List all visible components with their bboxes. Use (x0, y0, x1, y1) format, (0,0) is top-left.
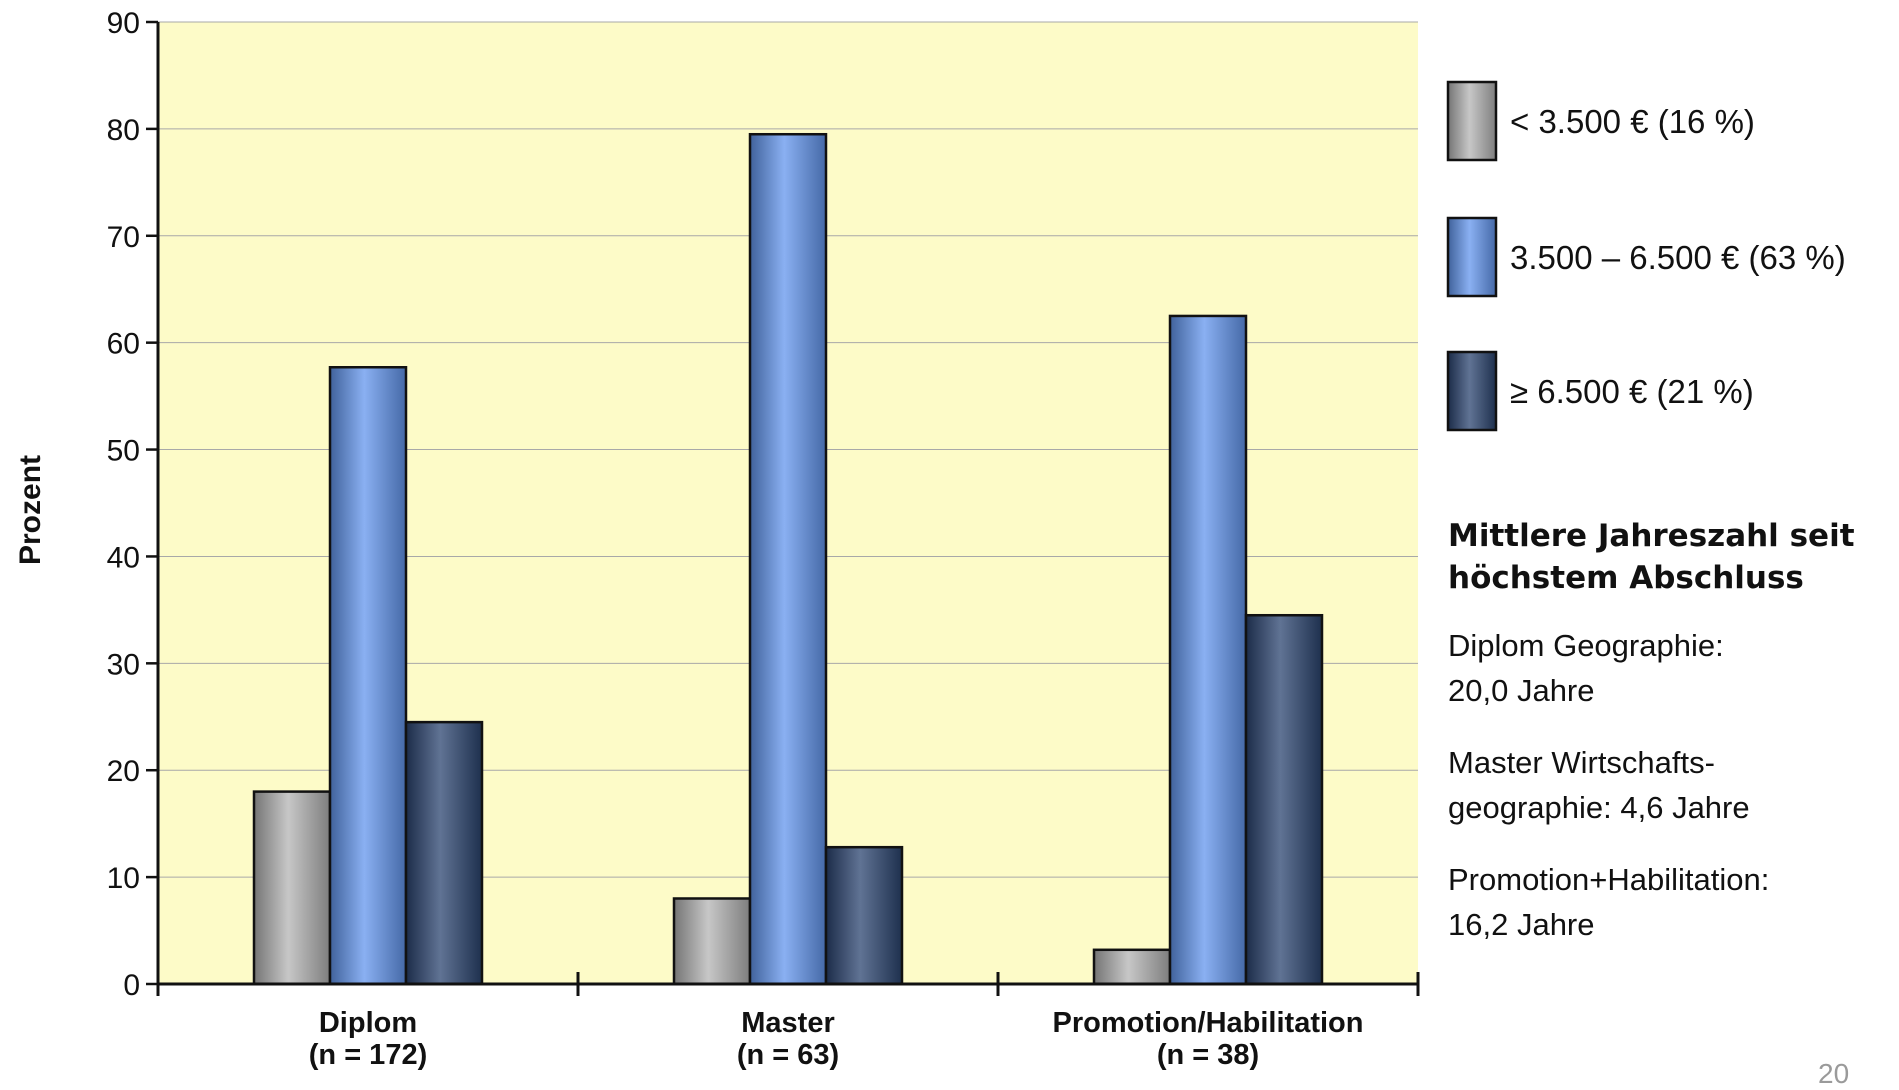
bar (252, 790, 332, 986)
legend: < 3.500 € (16 %) 3.500 – 6.500 € (63 %) ≥ … (1446, 80, 1846, 432)
page-number: 20 (1818, 1058, 1850, 1089)
info-heading: Mittlere Jahreszahl seit höchstem Abschl… (1448, 518, 1855, 596)
y-tick-label: 30 (107, 648, 140, 681)
info-note-master: Master Wirtschafts- geographie: 4,6 Jahr… (1448, 740, 1888, 830)
legend-label: < 3.500 € (16 %) (1510, 103, 1755, 140)
bar (1168, 314, 1248, 986)
x-category-label: Master (741, 1007, 835, 1039)
x-category-count: (n = 63) (737, 1039, 839, 1071)
legend-label: ≥ 6.500 € (21 %) (1510, 373, 1754, 410)
x-category-count: (n = 172) (309, 1039, 427, 1071)
x-category-label: Diplom (319, 1007, 417, 1039)
info-note-line: Diplom Geographie: (1448, 628, 1724, 663)
y-tick-label: 20 (107, 755, 140, 788)
legend-swatch (1446, 80, 1498, 162)
bar (1244, 613, 1324, 986)
bar (672, 897, 752, 986)
axes (146, 20, 1420, 996)
legend-label: 3.500 – 6.500 € (63 %) (1510, 239, 1846, 276)
y-tick-label: 50 (107, 435, 140, 468)
bar (824, 845, 904, 986)
y-tick-label: 10 (107, 862, 140, 895)
y-tick-label: 90 (107, 7, 140, 40)
y-axis-title: Prozent (14, 455, 47, 565)
x-category-label: Promotion/Habilitation (1053, 1007, 1364, 1039)
info-note-line: Promotion+Habilitation: (1448, 862, 1770, 897)
bar (328, 366, 408, 986)
bar (748, 132, 828, 986)
y-tick-label: 0 (123, 969, 140, 1002)
axis-labels: 0 10 20 30 40 50 60 70 80 90 Diplom(n = 172) Master… (107, 7, 1364, 1071)
info-note-line: 16,2 Jahre (1448, 907, 1595, 942)
info-note-line: geographie: 4,6 Jahre (1448, 790, 1750, 825)
y-tick-label: 80 (107, 114, 140, 147)
legend-swatch (1446, 350, 1498, 432)
legend-swatch (1446, 216, 1498, 298)
y-tick-label: 70 (107, 221, 140, 254)
info-note-diplom: Diplom Geographie: 20,0 Jahre (1448, 623, 1888, 713)
x-category-count: (n = 38) (1157, 1039, 1259, 1071)
y-tick-label: 60 (107, 328, 140, 361)
bar (404, 720, 484, 986)
info-note-promotion: Promotion+Habilitation: 16,2 Jahre (1448, 857, 1888, 947)
bars (252, 132, 1324, 986)
info-panel: Mittlere Jahreszahl seit höchstem Abschl… (1448, 515, 1888, 974)
y-tick-label: 40 (107, 541, 140, 574)
info-note-line: Master Wirtschafts- (1448, 745, 1715, 780)
bar (1092, 948, 1172, 986)
info-note-line: 20,0 Jahre (1448, 673, 1595, 708)
